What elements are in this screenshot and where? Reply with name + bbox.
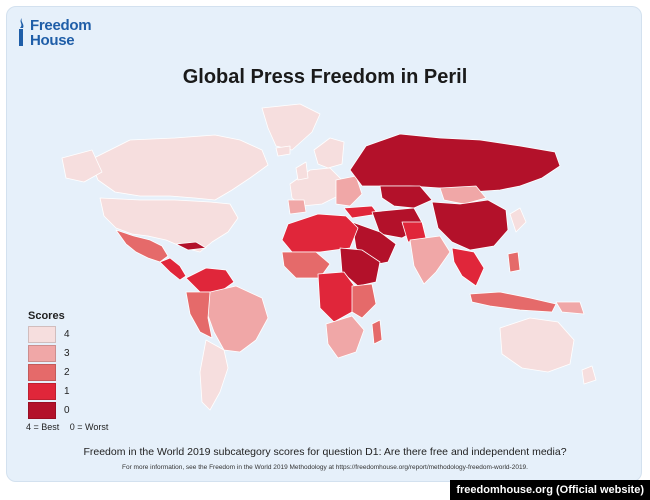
- region-canada: [89, 134, 269, 201]
- map-legend: Scores 4 3 2 1 0: [28, 310, 70, 421]
- region-mongolia: [439, 185, 487, 205]
- region-scandinavia: [313, 137, 345, 169]
- region-russia: [349, 133, 561, 193]
- legend-swatch: [28, 364, 56, 381]
- legend-row: 3: [28, 345, 70, 362]
- region-korea-japan: [509, 207, 527, 233]
- region-brazil: [205, 285, 269, 353]
- region-alaska: [61, 149, 103, 183]
- freedom-house-logo: Freedom House: [16, 17, 92, 49]
- legend-label: 3: [64, 348, 70, 359]
- region-central-america: [159, 257, 187, 281]
- region-uk: [295, 161, 309, 181]
- region-greenland: [261, 103, 321, 151]
- region-iceland: [275, 145, 291, 157]
- brand-line2: House: [30, 32, 75, 49]
- map-title: Global Press Freedom in Peril: [182, 66, 468, 88]
- region-southeast-asia-mainland: [451, 247, 485, 287]
- region-east-africa: [351, 283, 377, 319]
- credit-label: freedomhouse.org (Official website): [450, 480, 650, 500]
- region-usa: [99, 197, 239, 253]
- legend-title: Scores: [28, 310, 65, 322]
- region-australia: [499, 317, 575, 373]
- region-southern-africa: [325, 315, 365, 359]
- legend-row: 4: [28, 326, 70, 343]
- region-mexico: [115, 229, 169, 263]
- torch-icon: [19, 18, 24, 46]
- region-north-africa: [281, 213, 359, 253]
- caption: Freedom in the World 2019 subcategory sc…: [83, 446, 567, 458]
- region-spain: [287, 199, 307, 215]
- region-cuba: [175, 241, 207, 251]
- region-china: [431, 199, 509, 251]
- region-west-south-america: [185, 291, 213, 339]
- region-indonesia: [469, 291, 557, 313]
- legend-row: 2: [28, 364, 70, 381]
- region-papua: [555, 301, 585, 315]
- legend-worst-note: 0 = Worst: [69, 422, 109, 432]
- brand-line1: Freedom: [30, 17, 92, 34]
- legend-row: 1: [28, 383, 70, 400]
- legend-swatch: [28, 402, 56, 419]
- legend-best-note: 4 = Best: [26, 422, 60, 432]
- legend-label: 0: [64, 405, 70, 416]
- region-new-zealand: [581, 365, 597, 385]
- region-india: [409, 235, 451, 285]
- region-argentina-chile: [199, 339, 229, 411]
- legend-swatch: [28, 383, 56, 400]
- legend-swatch: [28, 345, 56, 362]
- legend-row: 0: [28, 402, 70, 419]
- legend-note: 4 = Best 0 = Worst: [26, 422, 116, 432]
- legend-label: 4: [64, 329, 70, 340]
- region-kazakhstan: [379, 185, 433, 209]
- region-eastern-europe: [335, 175, 363, 207]
- subcaption: For more information, see the Freedom in…: [122, 464, 528, 471]
- legend-label: 2: [64, 367, 70, 378]
- legend-swatch: [28, 326, 56, 343]
- region-madagascar: [371, 319, 383, 345]
- legend-label: 1: [64, 386, 70, 397]
- region-philippines: [507, 251, 521, 273]
